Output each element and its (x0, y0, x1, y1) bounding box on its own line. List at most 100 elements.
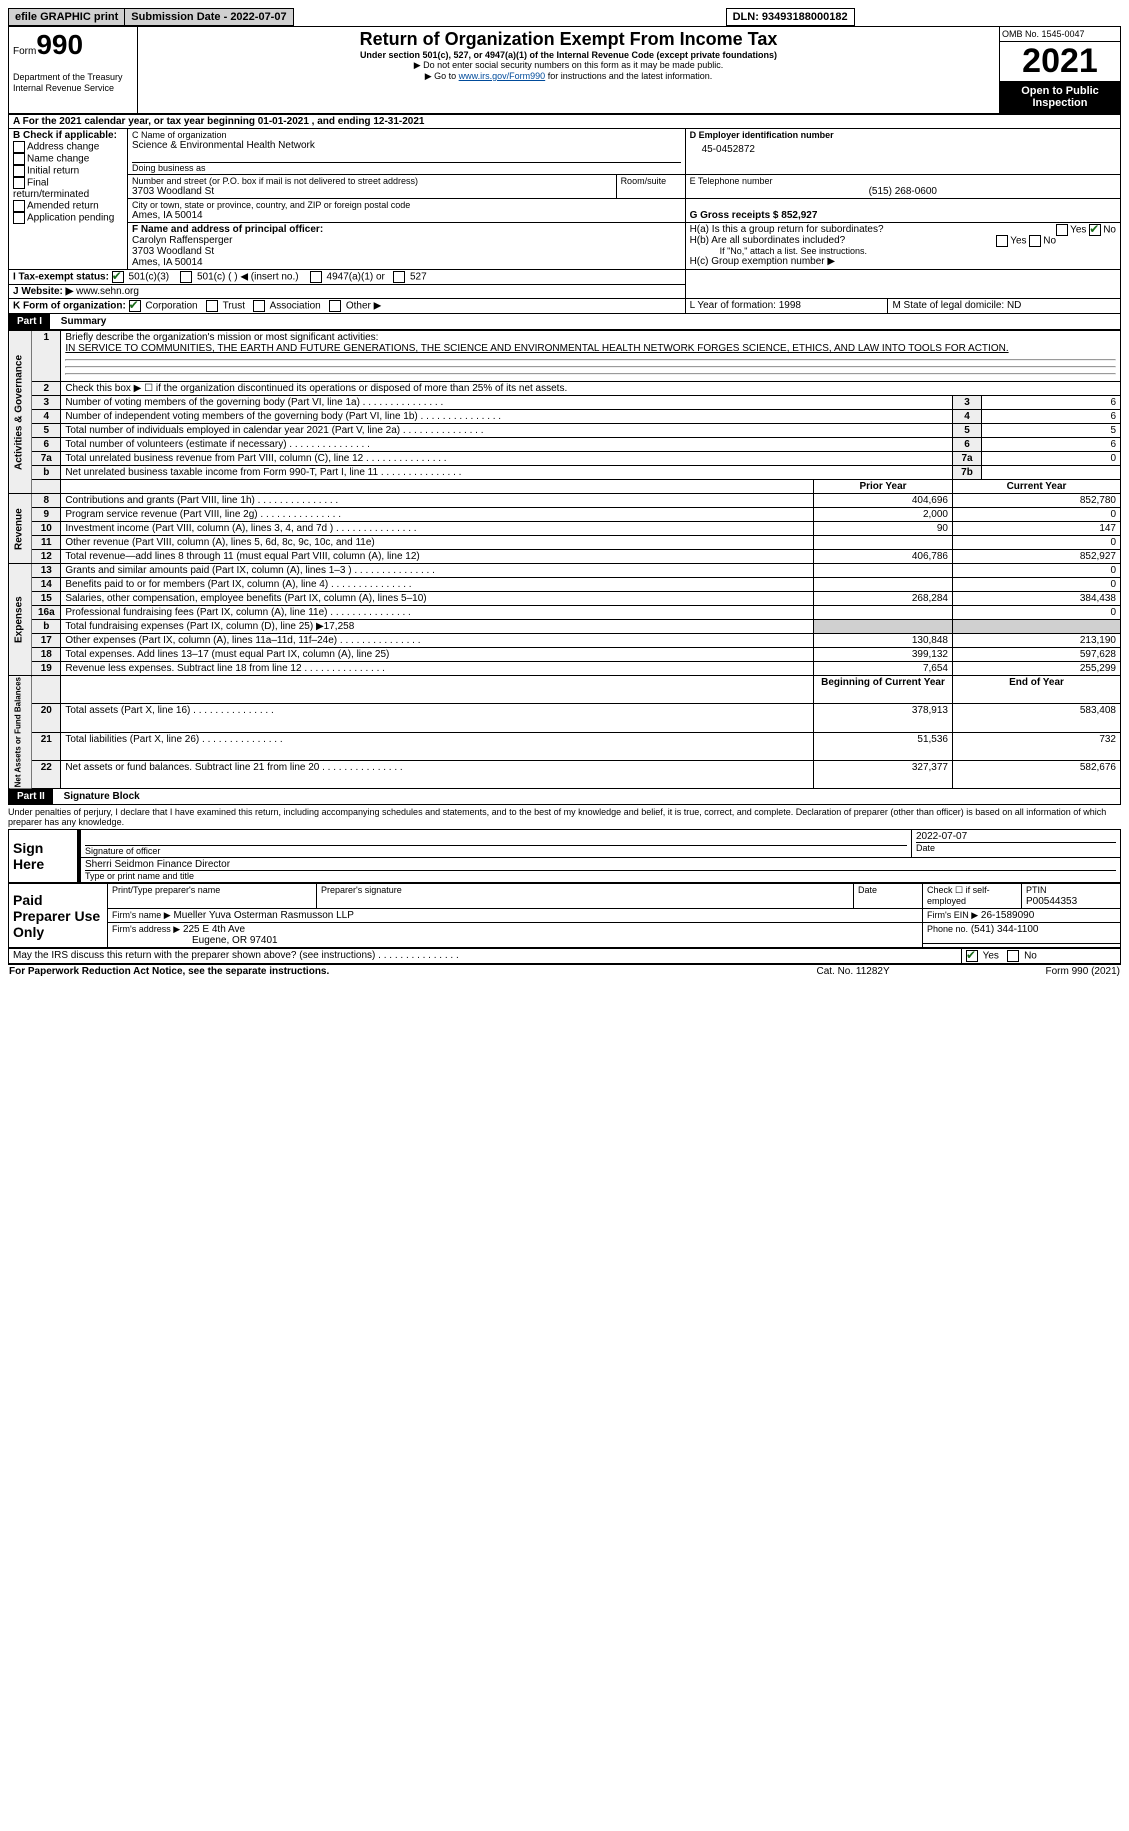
c10: 147 (953, 522, 1121, 536)
p21: 51,536 (814, 732, 953, 760)
f-label: F Name and address of principal officer: (132, 224, 323, 235)
efile-button[interactable]: efile GRAPHIC print (9, 9, 125, 26)
discuss: May the IRS discuss this return with the… (9, 949, 962, 964)
l16a: Professional fundraising fees (Part IX, … (61, 606, 814, 620)
c20: 583,408 (953, 704, 1121, 732)
declaration: Under penalties of perjury, I declare th… (8, 805, 1121, 829)
l8: Contributions and grants (Part VIII, lin… (61, 494, 814, 508)
room-label: Room/suite (621, 176, 681, 186)
discuss-yes[interactable]: Yes (983, 951, 999, 962)
e-label: E Telephone number (690, 176, 1116, 186)
l22: Net assets or fund balances. Subtract li… (61, 761, 814, 789)
signature-table: Sign Here Signature of officer 2022-07-0… (8, 829, 1121, 883)
firm-ein-label: Firm's EIN ▶ (927, 910, 978, 920)
part2-hdr: Part II (9, 789, 53, 804)
preparer-table: Paid Preparer Use Only Print/Type prepar… (8, 883, 1121, 948)
prep-name-label: Print/Type preparer's name (112, 885, 312, 895)
k-assoc[interactable]: Association (270, 301, 321, 312)
vlabel-revenue: Revenue (9, 494, 32, 564)
irs: Internal Revenue Service (13, 83, 114, 93)
ha-no[interactable]: No (1103, 225, 1116, 236)
check-self[interactable]: Check ☐ if self-employed (923, 884, 1022, 909)
l21: Total liabilities (Part X, line 26) (61, 732, 814, 760)
phone-label: Phone no. (927, 924, 968, 934)
officer-city: Ames, IA 50014 (132, 257, 203, 268)
street: 3703 Woodland St (132, 186, 612, 197)
i-label: I Tax-exempt status: (13, 272, 109, 283)
p19: 7,654 (814, 662, 953, 676)
opt-addr[interactable]: Address change (27, 142, 99, 153)
hb-note: If "No," attach a list. See instructions… (690, 246, 1116, 256)
addr-label: Number and street (or P.O. box if mail i… (132, 176, 612, 186)
prep-phone: (541) 344-1100 (971, 924, 1039, 935)
dba-label: Doing business as (132, 162, 681, 173)
city-label: City or town, state or province, country… (132, 200, 681, 210)
l11: Other revenue (Part VIII, column (A), li… (61, 536, 814, 550)
firm-addr: 225 E 4th Ave (183, 924, 245, 935)
c13: 0 (953, 564, 1121, 578)
firm-name-label: Firm's name ▶ (112, 910, 171, 920)
l7a: Total unrelated business revenue from Pa… (61, 452, 953, 466)
note2b: for instructions and the latest informat… (545, 71, 712, 81)
form-label: Form (13, 46, 36, 57)
beg-hdr: Beginning of Current Year (814, 676, 953, 704)
p14 (814, 578, 953, 592)
opt-name[interactable]: Name change (27, 154, 89, 165)
l14: Benefits paid to or for members (Part IX… (61, 578, 814, 592)
p22: 327,377 (814, 761, 953, 789)
note2a: Go to (425, 71, 459, 81)
i-501c3[interactable]: 501(c)(3) (129, 272, 170, 283)
l9: Program service revenue (Part VIII, line… (61, 508, 814, 522)
discuss-no[interactable]: No (1024, 951, 1037, 962)
phone: (515) 268-0600 (690, 186, 1116, 197)
ptin: P00544353 (1026, 896, 1077, 907)
prior-hdr: Prior Year (814, 480, 953, 494)
l5: Total number of individuals employed in … (61, 424, 953, 438)
p18: 399,132 (814, 648, 953, 662)
ha-yes[interactable]: Yes (1070, 225, 1086, 236)
c17: 213,190 (953, 634, 1121, 648)
opt-pending[interactable]: Application pending (27, 213, 114, 224)
l10: Investment income (Part VIII, column (A)… (61, 522, 814, 536)
i-4947[interactable]: 4947(a)(1) or (327, 272, 385, 283)
vlabel-netassets: Net Assets or Fund Balances (9, 676, 32, 789)
hb-no[interactable]: No (1043, 236, 1056, 247)
v7b (982, 466, 1121, 480)
open-inspection: Open to Public Inspection (1000, 81, 1120, 113)
firm-addr-label: Firm's address ▶ (112, 924, 180, 934)
v6: 6 (982, 438, 1121, 452)
l16b: Total fundraising expenses (Part IX, col… (61, 620, 814, 634)
l18: Total expenses. Add lines 13–17 (must eq… (61, 648, 814, 662)
form-footer: Form 990 (2021) (941, 965, 1121, 979)
i-527[interactable]: 527 (410, 272, 427, 283)
part2-title: Signature Block (56, 791, 140, 802)
hb-yes[interactable]: Yes (1010, 236, 1026, 247)
p12: 406,786 (814, 550, 953, 564)
prep-sig-label: Preparer's signature (321, 885, 849, 895)
top-bar: efile GRAPHIC print Submission Date - 20… (8, 8, 855, 26)
hc: H(c) Group exemption number ▶ (690, 256, 1116, 267)
c12: 852,927 (953, 550, 1121, 564)
p8: 404,696 (814, 494, 953, 508)
hb: H(b) Are all subordinates included? (690, 235, 846, 246)
website[interactable]: www.sehn.org (76, 286, 139, 297)
c14: 0 (953, 578, 1121, 592)
k-trust[interactable]: Trust (223, 301, 245, 312)
submission-date: Submission Date - 2022-07-07 (125, 9, 293, 26)
prep-date-label: Date (858, 885, 918, 895)
sign-here: Sign Here (9, 830, 80, 883)
opt-initial[interactable]: Initial return (27, 166, 79, 177)
k-corp[interactable]: Corporation (145, 301, 197, 312)
l12: Total revenue—add lines 8 through 11 (mu… (61, 550, 814, 564)
firm-ein: 26-1589090 (981, 910, 1034, 921)
c15: 384,438 (953, 592, 1121, 606)
c21: 732 (953, 732, 1121, 760)
opt-amended[interactable]: Amended return (27, 201, 99, 212)
k-other[interactable]: Other ▶ (346, 301, 381, 312)
c22: 582,676 (953, 761, 1121, 789)
end-hdr: End of Year (953, 676, 1121, 704)
irs-link[interactable]: www.irs.gov/Form990 (459, 71, 546, 81)
officer-name: Carolyn Raffensperger (132, 235, 232, 246)
i-501c[interactable]: 501(c) ( ) ◀ (insert no.) (197, 272, 299, 283)
c16a: 0 (953, 606, 1121, 620)
